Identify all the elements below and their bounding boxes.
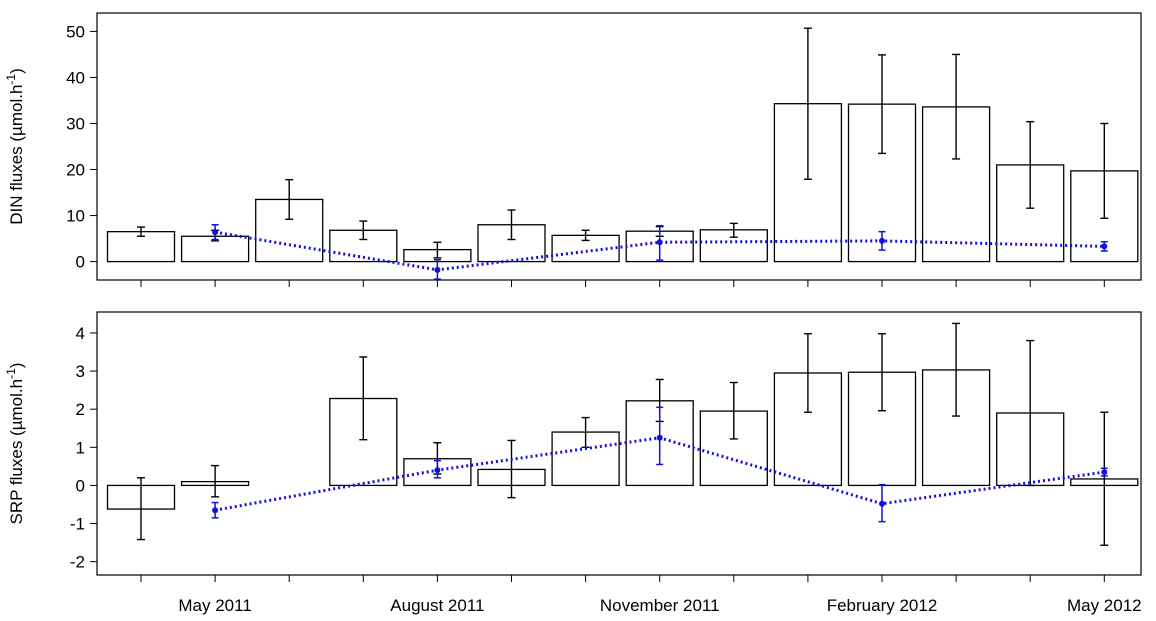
srp-x-tick-label: November 2011: [600, 596, 720, 615]
din-y-axis-label: DIN fluxes (µmol.h-1): [4, 68, 26, 225]
srp-bar-error: [1026, 339, 1035, 487]
srp-series-point: [656, 434, 663, 441]
din-series-point: [656, 239, 663, 246]
din-bar-error: [285, 178, 294, 220]
srp-plot-frame: [96, 311, 1142, 576]
srp-y-axis: -2 -1 0 1 2 3 4: [70, 324, 97, 572]
srp-bar-error: [952, 322, 961, 417]
srp-x-axis: May 2011 August 2011 November 2011 February…: [140, 575, 1142, 615]
srp-bar-error: [359, 356, 368, 441]
din-bar-error: [1100, 122, 1109, 220]
srp-x-tick-label: May 2011: [178, 596, 251, 615]
din-y-tick-label: 10: [66, 207, 85, 226]
din-bars: [106, 27, 1139, 263]
srp-x-tick-label: February 2012: [827, 596, 938, 615]
srp-bar-error: [729, 381, 738, 440]
srp-x-tick-label: May 2012: [1067, 596, 1142, 615]
srp-series-point: [212, 507, 219, 514]
din-y-tick-label: 40: [66, 68, 85, 87]
srp-bars: [106, 322, 1139, 546]
din-y-tick-label: 50: [66, 22, 85, 41]
din-series-point: [434, 266, 441, 273]
srp-x-tick-label: August 2011: [390, 596, 484, 615]
din-series-point: [1101, 243, 1108, 250]
srp-bar-error: [137, 477, 145, 541]
srp-y-tick-label: 0: [76, 476, 85, 495]
din-panel: 0 10 20 30 40 50 DIN fluxes (µmol.h-1): [4, 12, 1142, 287]
din-series-line: [214, 230, 1105, 272]
srp-bar-error: [803, 333, 812, 413]
srp-series-point: [434, 467, 441, 474]
din-bar: [106, 231, 176, 263]
srp-bar: [551, 431, 620, 487]
din-bar-error: [803, 27, 812, 180]
srp-y-tick-label: 4: [76, 324, 85, 343]
srp-bar-error: [211, 464, 220, 498]
din-y-tick-label: 30: [66, 114, 85, 133]
srp-series-point: [879, 500, 885, 507]
din-bar-error: [433, 241, 442, 259]
srp-y-tick-label: -2: [70, 553, 85, 572]
din-y-tick-label: 20: [66, 161, 85, 180]
din-bar-error: [1026, 120, 1035, 209]
din-series-point: [212, 229, 219, 236]
srp-panel: -2 -1 0 1 2 3 4 SRP fluxes (µmol.h-1) May 2011 Au…: [4, 311, 1142, 615]
srp-bar-error: [507, 439, 516, 499]
din-series-point: [879, 237, 885, 244]
din-bar-error: [952, 53, 961, 160]
din-y-axis: 0 10 20 30 40 50: [66, 22, 97, 272]
din-bar-error: [507, 209, 516, 241]
srp-y-tick-label: 1: [76, 438, 85, 457]
din-plot-frame: [96, 12, 1142, 281]
din-y-tick-label: 0: [76, 253, 85, 272]
srp-y-tick-label: 2: [76, 400, 85, 419]
din-bar-error: [729, 222, 738, 238]
din-bar-error: [359, 220, 368, 241]
din-bar-error: [878, 54, 886, 155]
din-bar-error: [581, 229, 590, 242]
din-bar-error: [137, 226, 145, 237]
din-x-axis: [140, 280, 1105, 287]
srp-y-tick-label: -1: [70, 515, 85, 534]
srp-series-point: [1101, 469, 1108, 476]
srp-series: [211, 406, 1108, 523]
din-series: [211, 224, 1108, 280]
srp-y-tick-label: 3: [76, 362, 85, 381]
srp-bar-error: [1100, 411, 1109, 546]
srp-bar-error: [878, 333, 886, 412]
srp-y-axis-label: SRP fluxes (µmol.h-1): [4, 363, 26, 525]
